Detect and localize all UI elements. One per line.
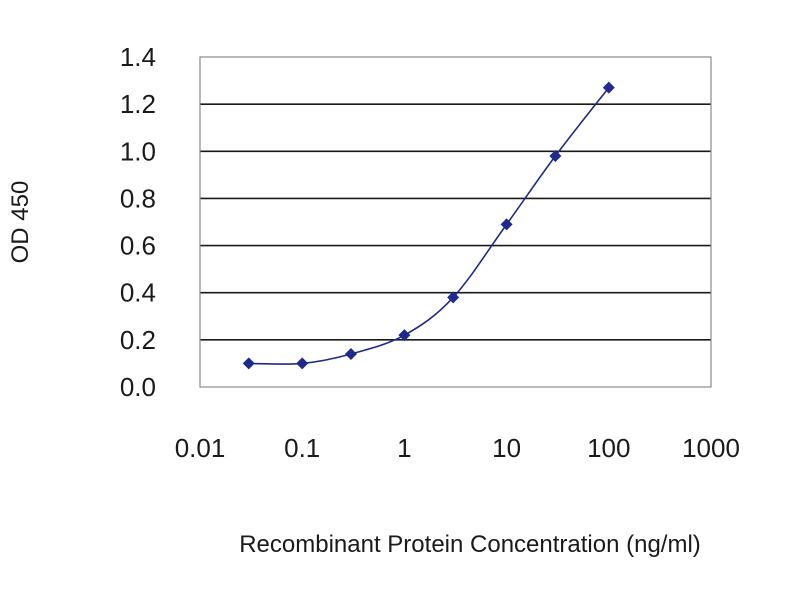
data-point xyxy=(398,329,411,342)
y-tick-label: 0.8 xyxy=(120,183,156,213)
x-axis-label: Recombinant Protein Concentration (ng/ml… xyxy=(239,531,701,558)
x-tick-label: 1 xyxy=(397,433,411,463)
data-point xyxy=(447,291,460,304)
y-tick-label: 1.0 xyxy=(120,136,156,166)
y-tick-label: 1.2 xyxy=(120,89,156,119)
y-tick-labels: 0.0 0.2 0.4 0.6 0.8 1.0 1.2 1.4 xyxy=(120,42,156,402)
data-point xyxy=(242,357,255,370)
data-point xyxy=(549,150,562,162)
x-tick-label: 0.01 xyxy=(175,433,226,463)
x-tick-labels: 0.01 0.1 1 10 100 1000 xyxy=(175,433,740,463)
x-tick-label: 10 xyxy=(492,433,521,463)
series-layer xyxy=(242,81,615,370)
y-tick-label: 1.4 xyxy=(120,42,156,72)
data-point xyxy=(296,357,309,370)
x-tick-label: 0.1 xyxy=(284,433,320,463)
data-point xyxy=(344,348,357,360)
gridlines xyxy=(200,103,711,341)
y-tick-label: 0.2 xyxy=(120,325,156,355)
y-tick-label: 0.4 xyxy=(120,278,156,308)
y-tick-label: 0.6 xyxy=(120,231,156,261)
x-tick-label: 1000 xyxy=(682,433,740,463)
data-point xyxy=(602,81,615,94)
y-tick-label: 0.0 xyxy=(120,372,156,402)
data-point xyxy=(500,218,513,231)
series-line xyxy=(248,87,610,365)
x-tick-label: 100 xyxy=(587,433,630,463)
plot-frame xyxy=(199,56,712,388)
y-axis-label: OD 450 xyxy=(7,181,34,264)
